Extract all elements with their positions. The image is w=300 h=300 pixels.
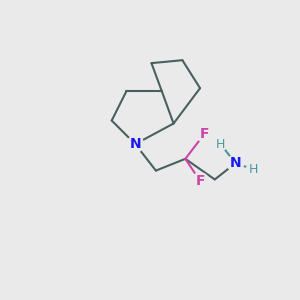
Text: N: N xyxy=(230,156,241,170)
Circle shape xyxy=(192,173,208,189)
Text: N: N xyxy=(130,137,141,151)
Circle shape xyxy=(196,126,213,142)
Text: F: F xyxy=(200,127,209,141)
Circle shape xyxy=(227,155,244,172)
Text: H: H xyxy=(216,138,225,151)
Circle shape xyxy=(247,163,260,176)
Circle shape xyxy=(127,136,143,152)
Text: F: F xyxy=(195,174,205,188)
Circle shape xyxy=(214,138,227,151)
Text: H: H xyxy=(248,163,258,176)
